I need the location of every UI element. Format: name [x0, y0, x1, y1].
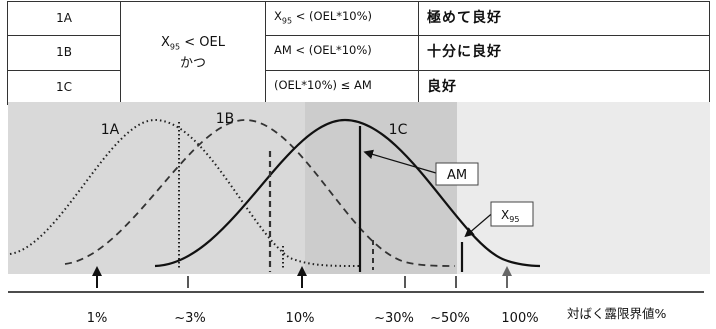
arrow-up-icon — [297, 266, 307, 288]
condition-text: X95 < OEL — [161, 34, 225, 52]
table-row: 1B AM < (OEL*10%) 十分に良好 — [7, 35, 710, 71]
tick-label: ~3% — [174, 311, 206, 326]
background-band-low — [8, 102, 305, 274]
rating-cell: 十分に良好 — [418, 35, 710, 71]
axis-title: 対ばく露限界値% — [567, 306, 667, 321]
curve-1b — [64, 119, 456, 267]
inequality-cell: AM < (OEL*10%) — [265, 35, 419, 71]
condition-conjunction: かつ — [179, 56, 206, 72]
background-band-high — [457, 102, 710, 274]
x95-callout-box — [490, 201, 534, 227]
am-callout-label: AM — [447, 168, 467, 183]
background-band-mid — [305, 102, 457, 274]
inequality-cell: X95 < (OEL*10%) — [265, 0, 419, 37]
tick-label: 100% — [501, 311, 538, 326]
shared-condition-cell: X95 < OEL かつ — [120, 1, 266, 105]
curve-label-1a: 1A — [101, 122, 120, 138]
am-leader-line — [363, 149, 437, 174]
arrow-up-icon — [92, 266, 102, 288]
class-code: 1B — [7, 35, 121, 71]
curve-1c — [154, 118, 541, 268]
arrow-up-icon — [502, 266, 512, 288]
rating-cell: 極めて良好 — [418, 0, 710, 37]
curve-label-1c: 1C — [389, 122, 408, 138]
classification-table: 1A X95 < OEL かつ X95 < (OEL*10%) 極めて良好 1B… — [7, 0, 710, 105]
exposure-distribution-diagram: 1A 1B 1C AM X95 1% ~3% 10% ~30% ~50% 100… — [8, 102, 710, 326]
class-code: 1C — [7, 69, 121, 105]
class-code: 1A — [7, 0, 121, 37]
am-callout-box — [435, 162, 479, 186]
tick-label: 1% — [87, 311, 108, 326]
tick-label: ~50% — [430, 311, 470, 326]
tick-label: ~30% — [374, 311, 414, 326]
table-row: 1A X95 < OEL かつ X95 < (OEL*10%) 極めて良好 — [7, 0, 710, 105]
x95-callout-label: X95 — [501, 208, 519, 224]
inequality-cell: (OEL*10%) ≤ AM — [265, 69, 419, 105]
tick-label: 10% — [286, 311, 315, 326]
curve-label-1b: 1B — [216, 111, 235, 127]
